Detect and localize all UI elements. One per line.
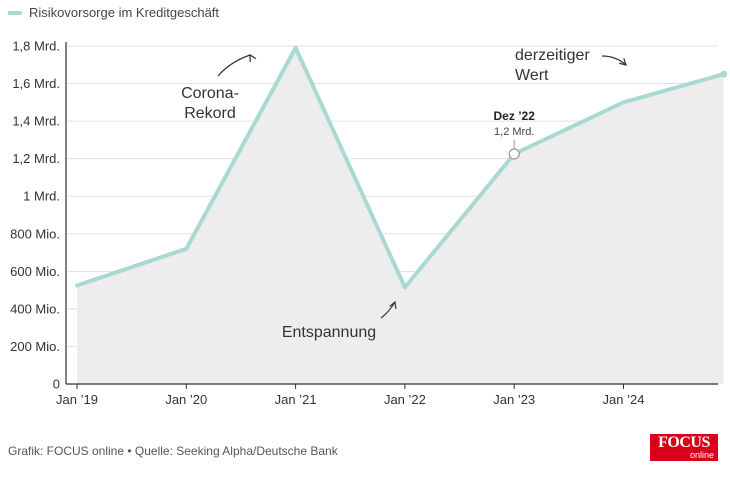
x-tick-label: Jan ’20 [165, 392, 207, 407]
y-tick-label: 1,2 Mrd. [12, 151, 60, 166]
annotation-corona-text: Corona- [181, 85, 239, 102]
area-chart: 0 200 Mio. 400 Mio. 600 Mio. 800 Mio. 1 Mrd. 1… [10, 39, 728, 407]
data-point [75, 283, 79, 288]
y-tick-label: 1,8 Mrd. [12, 39, 60, 54]
annotation-corona-arrowhead [249, 53, 257, 63]
x-tick-label: Jan ’22 [384, 392, 426, 407]
data-point [293, 45, 298, 50]
annotation-wert-arrowhead [619, 58, 627, 66]
legend-swatch [8, 10, 22, 15]
y-tick-label: 1 Mrd. [23, 189, 60, 204]
annotation-wert-text: Wert [515, 67, 549, 84]
annotation-corona-arrow [217, 54, 251, 77]
highlight-value: 1,2 Mrd. [494, 126, 534, 138]
annotation-entspannung-text: Entspannung [282, 324, 376, 341]
logo-sub: online [689, 450, 714, 460]
legend: Risikovorsorge im Kreditgeschäft [8, 5, 219, 20]
y-tick-label: 400 Mio. [10, 301, 60, 316]
x-tick-label: Jan ’23 [493, 392, 535, 407]
x-tick-label: Jan ’19 [56, 392, 98, 407]
series-area [77, 47, 724, 384]
data-point [621, 100, 626, 105]
x-tick-label: Jan ’24 [603, 392, 645, 407]
annotation-wert-text: derzeitiger [515, 47, 590, 64]
y-tick-label: 1,6 Mrd. [12, 76, 60, 91]
focus-online-logo: FOCUS online [650, 434, 718, 461]
data-point [720, 70, 728, 78]
y-tick-label: 200 Mio. [10, 339, 60, 354]
highlight-title: Dez ’22 [494, 109, 536, 123]
x-tick-label: Jan ’21 [275, 392, 317, 407]
footer-credit: Grafik: FOCUS online • Quelle: Seeking A… [8, 444, 338, 458]
legend-label: Risikovorsorge im Kreditgeschäft [29, 5, 220, 20]
annotation-corona-text: Rekord [184, 105, 236, 122]
y-tick-label: 0 [53, 377, 60, 392]
y-tick-label: 800 Mio. [10, 226, 60, 241]
annotation-wert-arrow [601, 55, 627, 66]
data-point [184, 246, 189, 251]
data-point [402, 285, 407, 290]
highlight-marker [508, 148, 520, 160]
y-tick-label: 600 Mio. [10, 264, 60, 279]
axis-layer: 0 200 Mio. 400 Mio. 600 Mio. 800 Mio. 1 Mrd. 1… [10, 39, 718, 407]
logo-brand: FOCUS [658, 434, 710, 451]
area-layer [77, 47, 724, 384]
y-tick-label: 1,4 Mrd. [12, 114, 60, 129]
line-layer [75, 45, 728, 290]
annotation-entspannung-arrowhead [389, 300, 397, 310]
annotation-layer: Dez ’22 1,2 Mrd. Corona- Rekord Entspannung d… [181, 47, 627, 341]
